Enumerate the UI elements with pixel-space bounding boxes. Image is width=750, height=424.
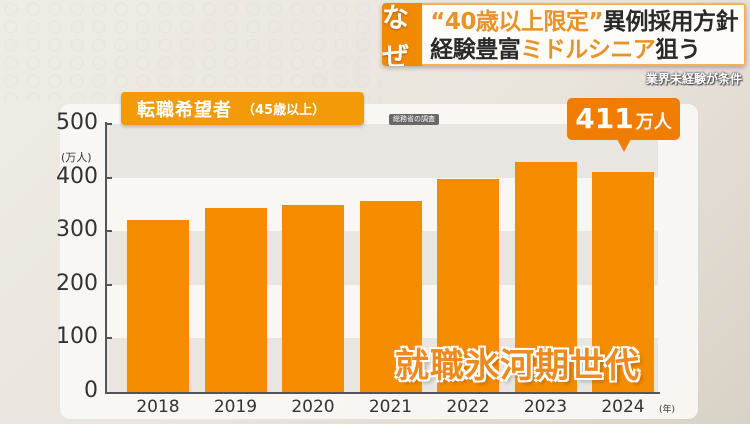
x-tick-label: 2018 [136,397,180,417]
y-tick-label: 500 [56,110,98,135]
bar-2024 [592,171,654,392]
callout-unit: 万人 [635,112,672,133]
x-tick-label: 2020 [291,397,335,417]
headline-line-1: “40歳以上限定”異例採用方針 [430,8,738,36]
bar-2020 [282,204,344,392]
y-tick-label: 300 [56,217,98,243]
overlay-caption: 就職氷河期世代 [395,346,640,386]
headline-line-2: 経験豊富ミドルシニア狙う [430,36,738,64]
bar-2021 [359,201,422,392]
x-tick-label: 2023 [523,397,568,417]
x-tick-label: 2021 [368,397,413,417]
value-callout: 411 万人 [567,98,680,152]
headline-text-1: 異例採用方針 [603,8,739,35]
x-tick-label: 2019 [213,397,258,417]
chart-title: 転職希望者 （45歳以上） [121,92,364,125]
headline-accent-2: ミドルシニア [520,36,656,63]
subcaption: 業界未経験が条件 [645,72,742,86]
callout-value: 411 [575,102,634,135]
y-tick-label: 100 [56,324,98,350]
x-tick-label: 2022 [446,397,490,417]
bar-2018 [127,219,189,392]
bar-2022 [437,179,499,392]
y-axis [105,122,107,394]
source-tag: 総務省の調査 [389,114,439,125]
headline-text-2b: 狙う [655,36,701,63]
y-tick [106,230,112,233]
y-tick [106,176,112,179]
x-axis-unit: (年) [659,405,676,415]
background-pattern [0,0,380,100]
headline-body: “40歳以上限定”異例採用方針 経験豊富ミドルシニア狙う [422,3,746,66]
chart-title-sub: （45歳以上） [242,103,326,118]
y-tick [106,123,112,125]
bar-2019 [204,208,267,392]
bar-2023 [514,162,577,392]
x-axis [105,392,660,394]
y-tick-label: 200 [56,270,98,296]
y-tick-label: 400 [56,163,98,189]
y-tick-label: 0 [84,378,98,403]
y-tick [106,337,112,340]
headline-accent-1: “40歳以上限定” [430,8,603,35]
headline-tag: なぜ [382,3,423,66]
y-tick [106,283,112,286]
y-axis-unit: (万人) [61,151,92,164]
headline-banner: なぜ “40歳以上限定”異例採用方針 経験豊富ミドルシニア狙う [382,3,746,66]
headline-text-2a: 経験豊富 [430,36,521,63]
x-tick-label: 2024 [601,397,645,417]
chart-title-main: 転職希望者 [137,99,232,121]
